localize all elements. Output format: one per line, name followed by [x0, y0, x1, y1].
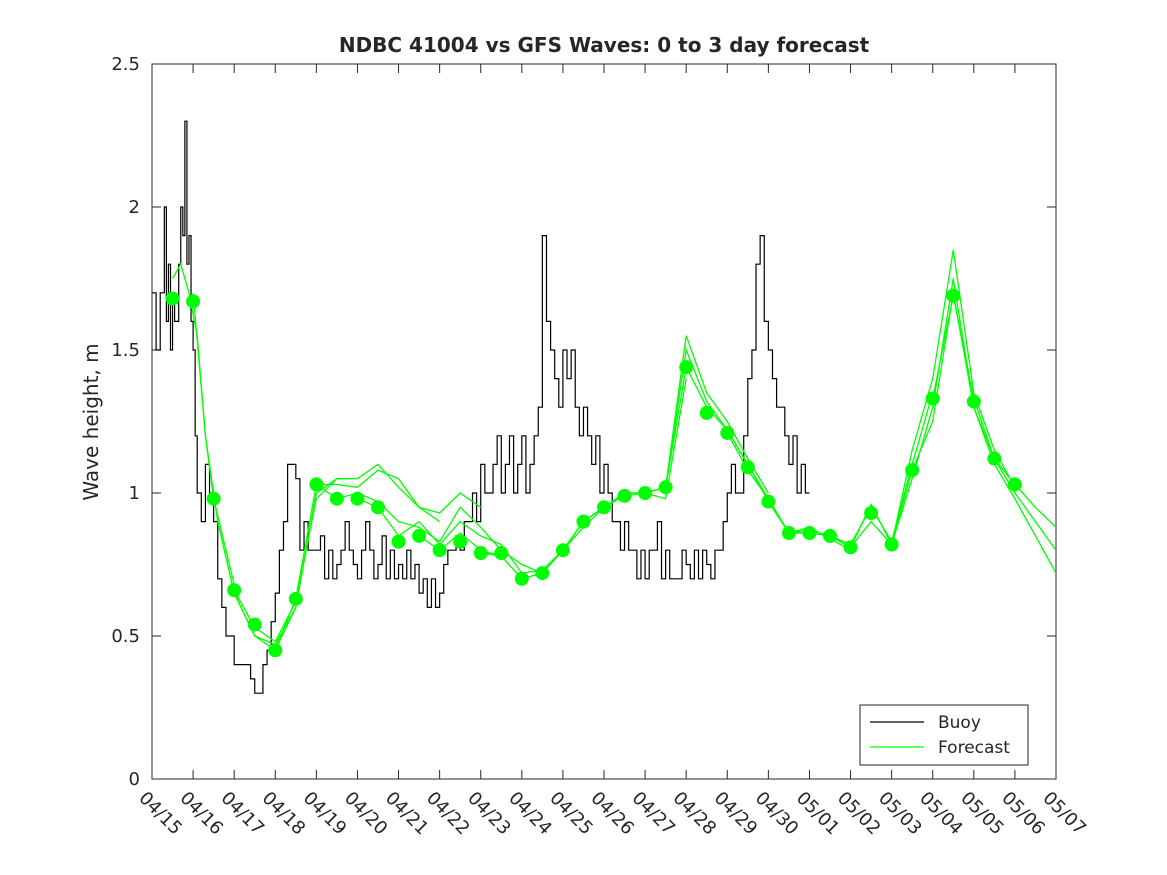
legend-box	[859, 704, 1029, 766]
forecast-run-line	[562, 347, 851, 551]
forecast-point	[843, 540, 858, 555]
forecast-point	[597, 500, 611, 515]
forecast-point	[802, 526, 817, 541]
forecast-point	[576, 514, 591, 529]
forecast-point	[453, 534, 468, 549]
forecast-point	[432, 543, 447, 558]
forecast-point	[329, 491, 344, 506]
forecast-point	[391, 534, 406, 549]
forecast-point	[206, 491, 221, 506]
forecast-point	[412, 528, 427, 543]
forecast-point	[679, 360, 694, 375]
legend-forecast-label: Forecast	[938, 738, 1010, 758]
forecast-point	[617, 488, 632, 503]
y-tick-label: 1.5	[111, 340, 140, 361]
forecast-point	[987, 451, 1002, 466]
forecast-point	[905, 463, 920, 478]
y-tick-label: 1	[129, 483, 140, 504]
forecast-point	[1007, 477, 1022, 492]
forecast-point	[186, 294, 201, 309]
forecast-point	[864, 506, 879, 521]
forecast-point	[494, 546, 509, 561]
forecast-point	[966, 394, 981, 409]
forecast-point	[699, 405, 714, 420]
y-tick-label: 2.5	[111, 54, 140, 75]
forecast-point	[638, 486, 653, 500]
y-axis-label: Wave height, m	[79, 343, 103, 500]
forecast-point	[823, 528, 837, 543]
forecast-point	[535, 566, 550, 581]
y-tick-label: 2	[129, 197, 140, 218]
forecast-point	[309, 477, 324, 492]
legend-buoy-label: Buoy	[938, 713, 981, 733]
forecast-point	[884, 537, 899, 552]
forecast-point	[371, 500, 385, 515]
forecast-run-line	[274, 469, 482, 651]
forecast-run-line	[726, 249, 1016, 549]
forecast-run-line	[233, 463, 441, 643]
forecast-point	[227, 583, 242, 598]
forecast-point	[247, 617, 262, 632]
forecast-point	[268, 643, 283, 658]
forecast-point	[514, 571, 529, 586]
forecast-point	[658, 480, 673, 495]
forecast-point	[473, 546, 488, 561]
legend: Buoy Forecast	[859, 704, 1029, 766]
forecast-point	[781, 526, 796, 541]
forecast-point	[740, 460, 755, 475]
y-tick-label: 0	[129, 769, 140, 790]
forecast-point	[165, 291, 180, 306]
forecast-point	[555, 543, 570, 558]
y-tick-label: 0.5	[111, 626, 140, 647]
chart-title: NDBC 41004 vs GFS Waves: 0 to 3 day fore…	[339, 33, 870, 57]
axes-box	[151, 63, 1057, 780]
forecast-point	[350, 491, 365, 506]
forecast-point	[925, 391, 940, 406]
forecast-point	[288, 591, 303, 606]
forecast-point	[761, 494, 776, 509]
forecast-point	[720, 425, 735, 440]
forecast-point	[946, 288, 961, 303]
